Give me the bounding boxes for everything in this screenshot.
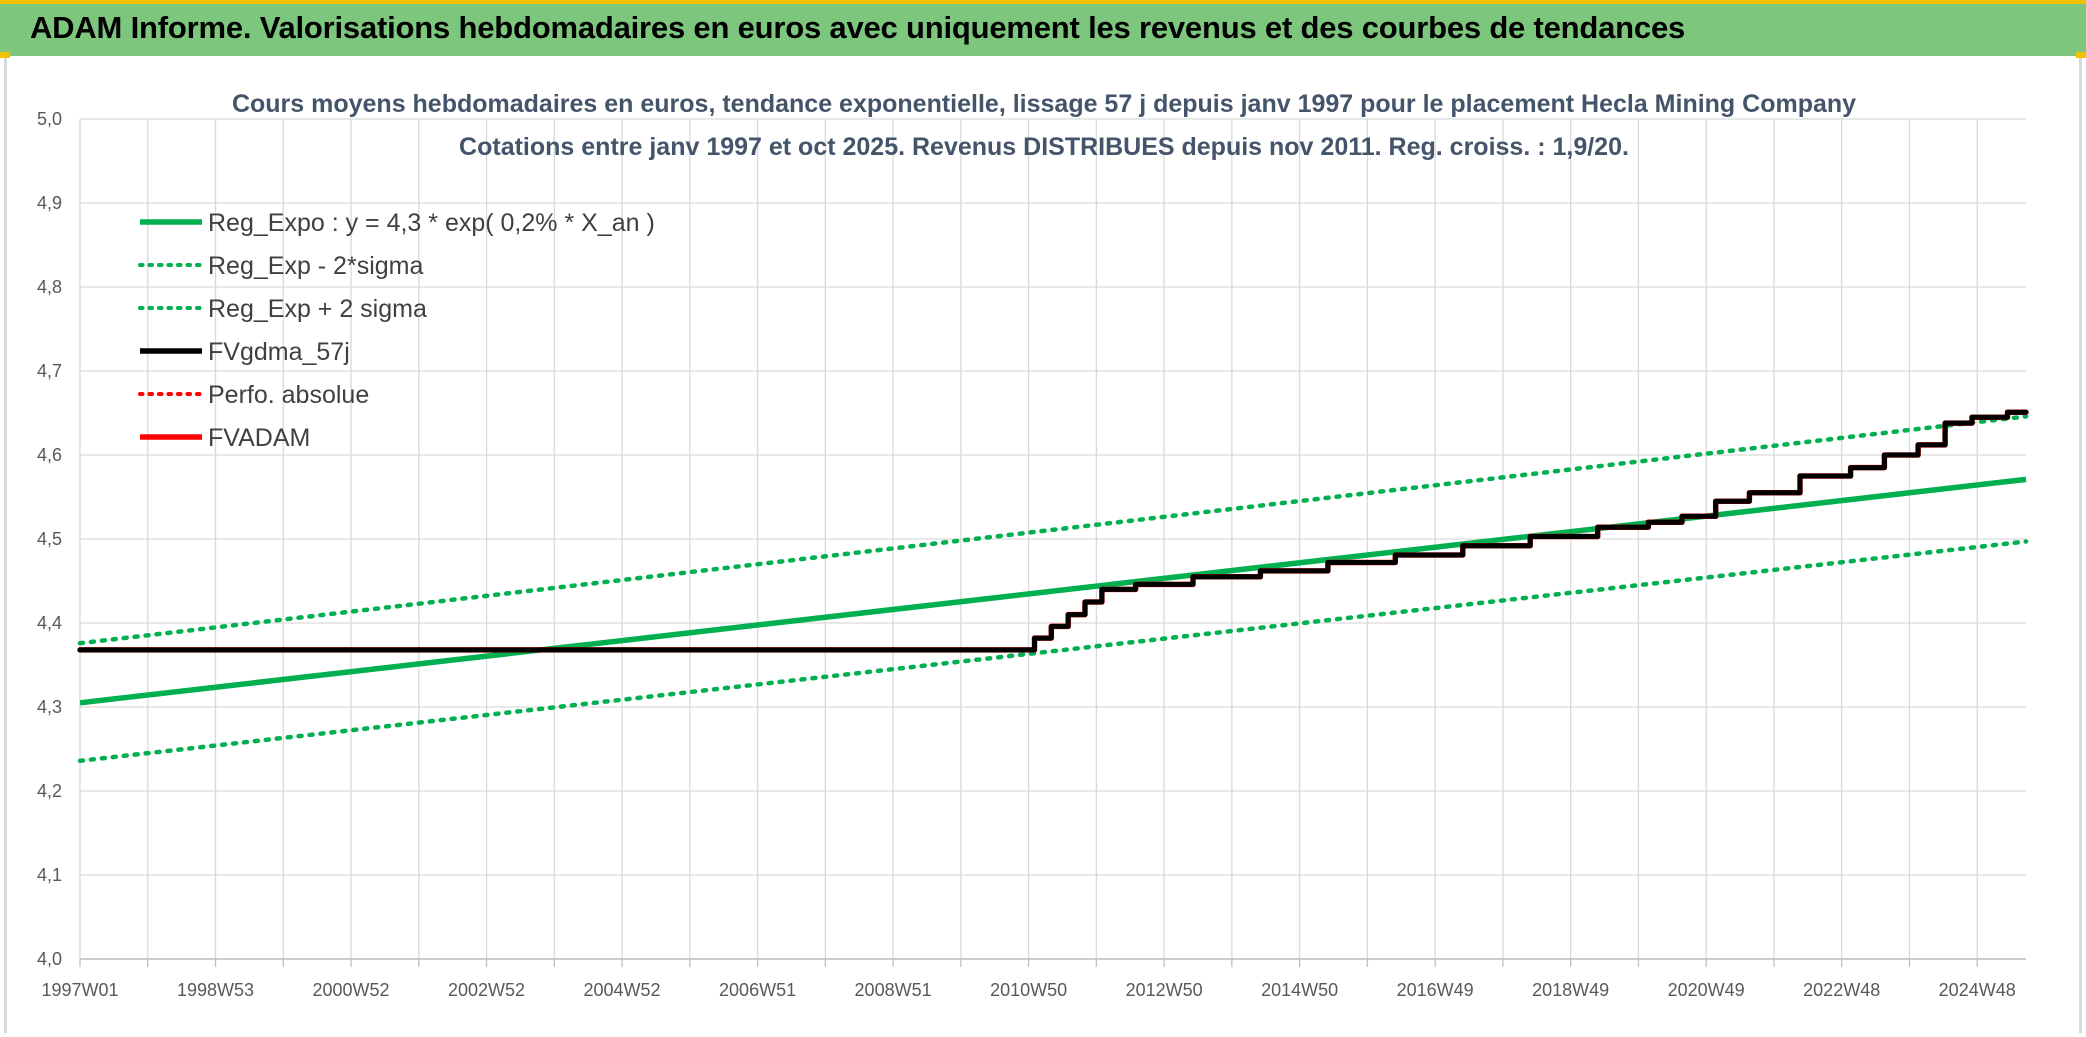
legend-label: FVADAM [208, 424, 310, 452]
y-tick-label: 4,2 [37, 781, 62, 801]
x-tick-label: 2024W48 [1939, 980, 2016, 1000]
series-line-1 [77, 539, 2029, 764]
x-tick-label: 2004W52 [584, 980, 661, 1000]
corner-mark [0, 52, 10, 58]
header-banner: ADAM Informe. Valorisations hebdomadaire… [0, 0, 2086, 56]
series-lines [77, 409, 2029, 764]
x-tick-label: 2006W51 [719, 980, 796, 1000]
y-tick-label: 4,8 [37, 277, 62, 297]
y-tick-label: 4,6 [37, 445, 62, 465]
y-tick-label: 4,4 [37, 613, 62, 633]
x-tick-label: 2010W50 [990, 980, 1067, 1000]
chart-frame [4, 56, 2082, 1033]
y-tick-label: 4,9 [37, 193, 62, 213]
legend-label: Perfo. absolue [208, 381, 369, 409]
gridlines [79, 118, 2026, 960]
x-tick-label: 2008W51 [855, 980, 932, 1000]
legend-label: FVgdma_57j [208, 338, 350, 366]
legend-label: Reg_Expo : y = 4,3 * exp( 0,2% * X_an ) [208, 209, 655, 237]
series-line-0 [79, 476, 2027, 706]
x-tick-label: 1998W53 [177, 980, 254, 1000]
y-tick-label: 4,7 [37, 361, 62, 381]
legend: Reg_Expo : y = 4,3 * exp( 0,2% * X_an ) R… [138, 209, 655, 452]
x-tick-label: 2018W49 [1532, 980, 1609, 1000]
x-tick-label: 2012W50 [1126, 980, 1203, 1000]
x-tick-label: 1997W01 [41, 980, 118, 1000]
corner-mark [2076, 52, 2086, 58]
x-tick-label: 2016W49 [1397, 980, 1474, 1000]
page-title: ADAM Informe. Valorisations hebdomadaire… [30, 10, 1686, 45]
y-tick-label: 4,3 [37, 697, 62, 717]
x-tick-label: 2022W48 [1803, 980, 1880, 1000]
x-tick-label: 2014W50 [1261, 980, 1338, 1000]
x-tick-label: 2020W49 [1668, 980, 1745, 1000]
chart-title: Cours moyens hebdomadaires en euros, ten… [232, 90, 1856, 118]
y-tick-label: 4,0 [37, 949, 62, 969]
series-line-2 [77, 414, 2029, 646]
y-tick-label: 4,5 [37, 529, 62, 549]
y-tick-label: 5,0 [37, 109, 62, 129]
y-tick-label: 4,1 [37, 865, 62, 885]
legend-label: Reg_Exp + 2 sigma [208, 295, 427, 323]
x-tick-label: 2002W52 [448, 980, 525, 1000]
axes: 4,0 4,1 4,2 4,3 4,4 4,5 4,6 4,7 4,8 4,9 5,0 1997W01… [37, 109, 2026, 1000]
series-line-3 [77, 409, 2029, 653]
chart-subtitle: Cotations entre janv 1997 et oct 2025. R… [459, 133, 1629, 161]
x-tick-label: 2000W52 [312, 980, 389, 1000]
legend-label: Reg_Exp - 2*sigma [208, 252, 423, 280]
